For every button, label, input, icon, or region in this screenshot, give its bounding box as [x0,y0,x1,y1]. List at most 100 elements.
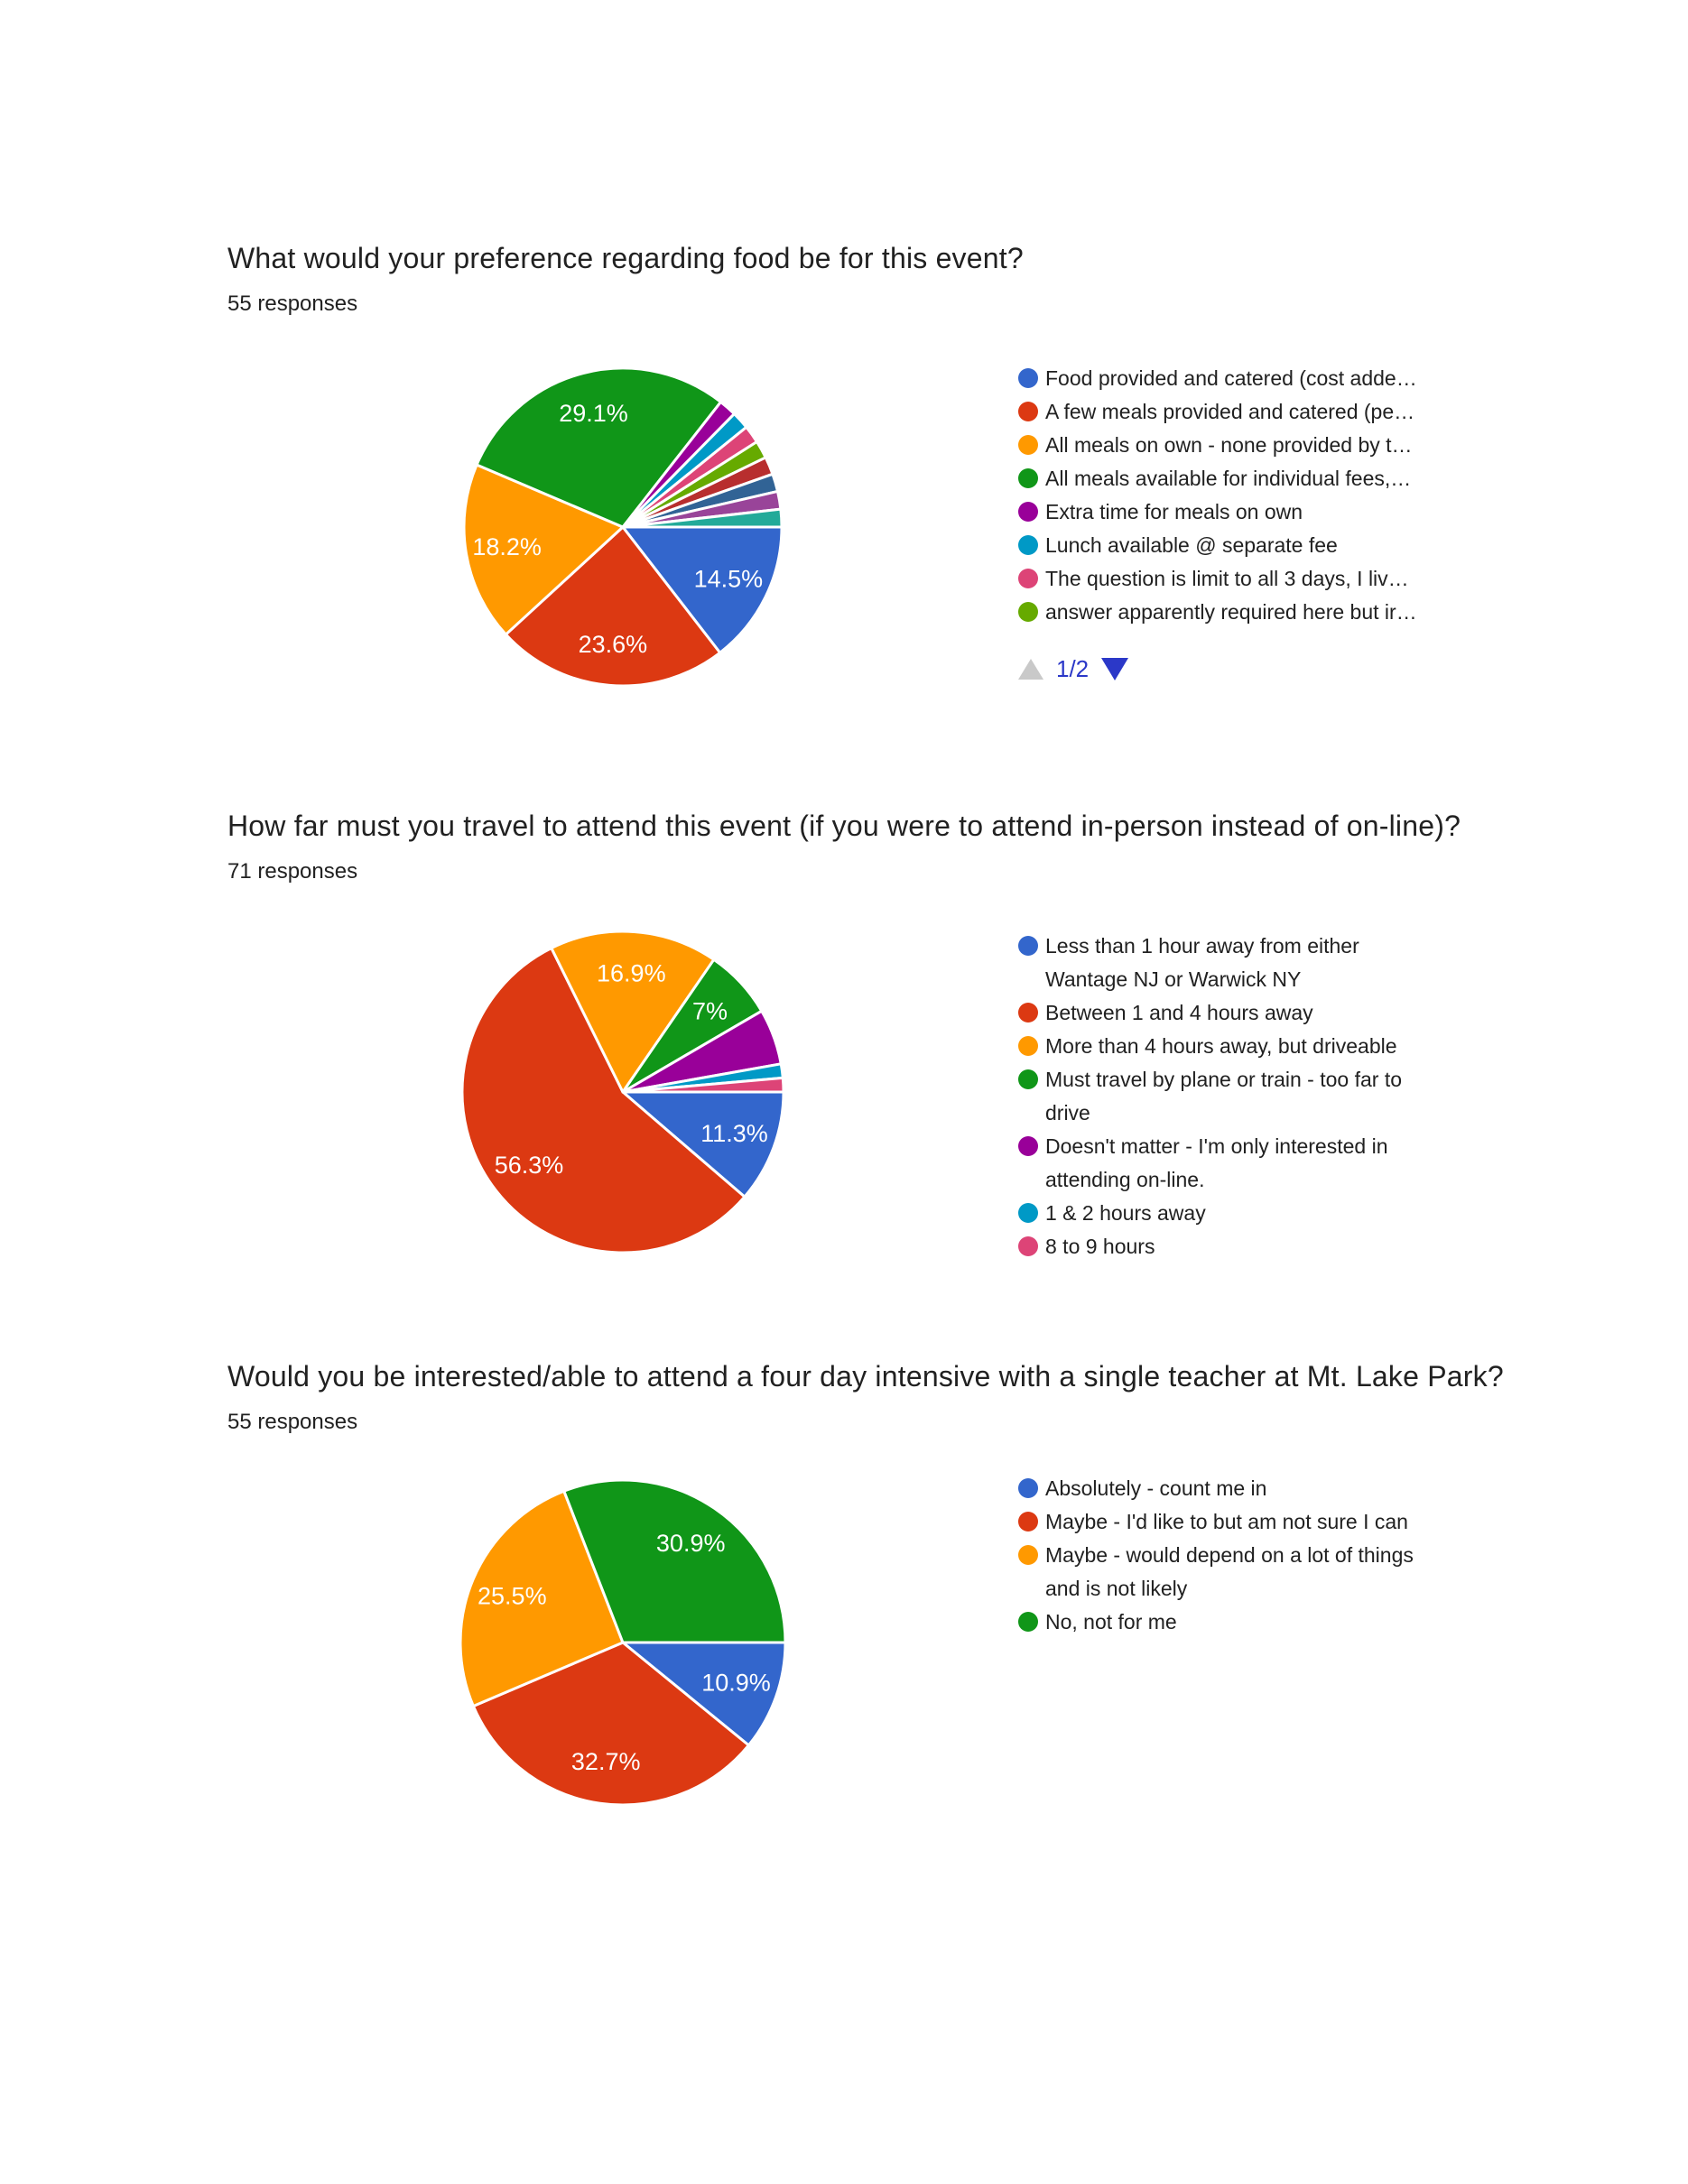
responses-count: 55 responses [227,1410,358,1434]
legend-label: Between 1 and 4 hours away [1045,1001,1313,1024]
pie-slice-label: 18.2% [472,533,542,560]
question-title: How far must you travel to attend this e… [227,810,1461,842]
legend-travel-distance: Less than 1 hour away from either Wantage… [1018,930,1442,1263]
legend-item: answer apparently required here but ir… [1018,596,1442,629]
responses-count: 71 responses [227,859,358,884]
legend-item: Extra time for meals on own [1018,495,1442,529]
responses-count: 55 responses [227,292,358,316]
legend-label: Absolutely - count me in [1045,1476,1267,1500]
legend-dot [1018,569,1038,588]
legend-label: Doesn't matter - I'm only interested in [1045,1134,1388,1158]
legend-dot [1018,1036,1038,1056]
question-block-travel-distance: How far must you travel to attend this e… [227,808,1461,844]
legend-dot [1018,368,1038,388]
legend-label: 8 to 9 hours [1045,1235,1155,1258]
pie-slice-label: 14.5% [694,565,764,592]
legend-label: All meals available for individual fees,… [1045,467,1412,490]
pie-chart-food-preference: 14.5% 23.6% 18.2% 29.1% [462,366,784,688]
pie-slice-label: 32.7% [571,1748,641,1775]
pie-slice [475,366,722,529]
legend-dot [1018,936,1038,956]
legend-item: A few meals provided and catered (pe… [1018,395,1442,429]
legend-item: Must travel by plane or train - too far … [1018,1063,1442,1130]
legend-dot [1018,1236,1038,1256]
legend-label: attending on-line. [1045,1168,1205,1191]
legend-label: No, not for me [1045,1610,1177,1633]
legend-item: Maybe - would depend on a lot of things a… [1018,1539,1442,1606]
legend-label: Maybe - would depend on a lot of things [1045,1543,1414,1567]
legend-dot [1018,502,1038,522]
legend-label: Maybe - I'd like to but am not sure I ca… [1045,1510,1408,1533]
pie-slice [621,1641,787,1747]
legend-dot [1018,1545,1038,1565]
legend-item: 1 & 2 hours away [1018,1197,1442,1230]
pie-slice [504,525,722,688]
pie-slice [460,947,747,1254]
pie-slice-label: 11.3% [700,1120,768,1147]
legend-label: Wantage NJ or Warwick NY [1045,967,1302,991]
legend-item: More than 4 hours away, but driveable [1018,1030,1442,1063]
pie-slice-label: 56.3% [495,1152,564,1179]
legend-item: All meals available for individual fees,… [1018,462,1442,495]
legend-item: No, not for me [1018,1606,1442,1639]
legend-label: More than 4 hours away, but driveable [1045,1034,1397,1058]
pie-chart-four-day-intensive: 10.9% 32.7% 25.5% 30.9% [459,1478,787,1807]
legend-dot [1018,1136,1038,1156]
pie-slice-label: 16.9% [597,960,666,987]
pie-chart-travel-distance: 11.3% 56.3% 16.9% 7% [460,930,785,1254]
question-title: Would you be interested/able to attend a… [227,1360,1504,1393]
question-block-food-preference: What would your preference regarding foo… [227,240,1024,276]
legend-dot [1018,1203,1038,1223]
pie-slice-label: 30.9% [656,1530,726,1557]
legend-label: answer apparently required here but ir… [1045,600,1417,624]
question-title: What would your preference regarding foo… [227,242,1024,274]
legend-dot [1018,1069,1038,1089]
legend-item: Maybe - I'd like to but am not sure I ca… [1018,1505,1442,1539]
legend-item: Less than 1 hour away from either Wantage… [1018,930,1442,996]
pie-slice [562,1478,787,1644]
legend-dot [1018,468,1038,488]
legend-item: Between 1 and 4 hours away [1018,996,1442,1030]
legend-dot [1018,435,1038,455]
legend-label: All meals on own - none provided by t… [1045,433,1413,457]
pie-slice [621,1076,785,1094]
legend-item: Food provided and catered (cost adde… [1018,362,1442,395]
legend-label: and is not likely [1045,1577,1188,1600]
legend-pagination: 1/2 [1018,654,1129,682]
pie-slice-label: 10.9% [701,1670,771,1697]
legend-dot [1018,1478,1038,1498]
pie-slice-label: 25.5% [478,1582,547,1609]
legend-item: Lunch available @ separate fee [1018,529,1442,562]
legend-item: 8 to 9 hours [1018,1230,1442,1263]
legend-item: Absolutely - count me in [1018,1472,1442,1505]
legend-label: drive [1045,1101,1090,1124]
page-up-icon[interactable] [1018,658,1043,680]
legend-label: The question is limit to all 3 days, I l… [1045,567,1409,590]
legend-food-preference: Food provided and catered (cost adde… A f… [1018,362,1442,629]
legend-label: Food provided and catered (cost adde… [1045,366,1417,390]
pie-slice-label: 23.6% [579,631,648,658]
pie-slice [621,525,784,654]
pie-slice [621,507,784,529]
page-indicator: 1/2 [1056,654,1090,682]
legend-dot [1018,402,1038,421]
question-block-four-day-intensive: Would you be interested/able to attend a… [227,1358,1504,1394]
legend-item: The question is limit to all 3 days, I l… [1018,562,1442,596]
legend-label: 1 & 2 hours away [1045,1201,1206,1225]
pie-slice [462,463,625,636]
legend-label: Lunch available @ separate fee [1045,533,1338,557]
legend-item: All meals on own - none provided by t… [1018,429,1442,462]
legend-label: Must travel by plane or train - too far … [1045,1068,1403,1091]
pie-slice [550,930,716,1094]
legend-item: Doesn't matter - I'm only interested in a… [1018,1130,1442,1197]
legend-dot [1018,602,1038,622]
legend-four-day-intensive: Absolutely - count me in Maybe - I'd like… [1018,1472,1442,1639]
pie-slice [621,1090,785,1198]
legend-dot [1018,1512,1038,1532]
pie-slice-label: 29.1% [559,400,628,427]
page-down-icon[interactable] [1101,657,1129,680]
pie-slice [471,1641,750,1807]
legend-label: Extra time for meals on own [1045,500,1303,523]
legend-label: Less than 1 hour away from either [1045,934,1359,958]
legend-label: A few meals provided and catered (pe… [1045,400,1415,423]
